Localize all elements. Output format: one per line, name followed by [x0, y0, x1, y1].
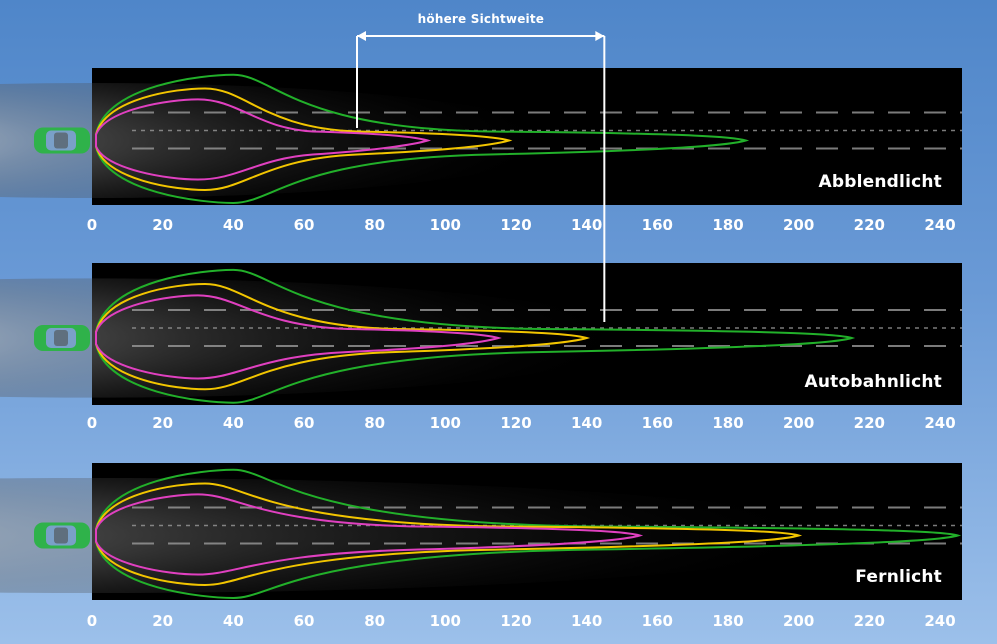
axis-tick-label: 20: [152, 612, 174, 630]
axis-tick-label: 0: [86, 612, 98, 630]
axis-tick-label: 160: [641, 414, 673, 432]
axis-tick-label: 240: [924, 216, 956, 234]
axis-tick-label: 140: [571, 414, 603, 432]
axis-tick-label: 80: [364, 612, 386, 630]
axis-tick-label: 220: [853, 216, 885, 234]
axis-tick-label: 40: [222, 216, 244, 234]
axis-tick-label: 220: [853, 612, 885, 630]
axis-tick-label: 100: [429, 216, 461, 234]
panel-label: Fernlicht: [855, 567, 942, 587]
axis-tick-label: 40: [222, 612, 244, 630]
axis-tick-label: 40: [222, 414, 244, 432]
contour-green: [95, 468, 962, 599]
beam-panel: [0, 263, 962, 405]
car-icon: [34, 522, 90, 549]
axis-tick-label: 160: [641, 216, 673, 234]
axis-tick-label: 160: [641, 612, 673, 630]
axis-tick-label: 60: [293, 414, 315, 432]
panel-label: Autobahnlicht: [804, 372, 942, 392]
axis-tick-label: 60: [293, 216, 315, 234]
axis-tick-label: 0: [86, 414, 98, 432]
contour-yellow: [95, 482, 803, 586]
axis-tick-label: 240: [924, 612, 956, 630]
contour-green: [95, 268, 856, 404]
range-bracket: [356, 31, 606, 322]
arrowhead-left: [357, 31, 366, 41]
beam-panel: [0, 463, 962, 600]
light-glow: [0, 278, 647, 398]
contour-yellow: [95, 283, 591, 391]
axis-tick-label: 120: [500, 216, 532, 234]
axis-tick-label: 180: [712, 612, 744, 630]
axis-tick-label: 100: [429, 612, 461, 630]
contour-yellow: [95, 87, 513, 191]
axis-tick-label: 220: [853, 414, 885, 432]
contour-magenta: [95, 294, 502, 380]
panel-label: Abblendlicht: [818, 172, 942, 192]
axis-tick-label: 20: [152, 216, 174, 234]
contour-magenta: [95, 493, 644, 576]
arrowhead-right: [595, 31, 605, 41]
axis-tick-label: 200: [783, 216, 815, 234]
axis-tick-label: 180: [712, 414, 744, 432]
axis-tick-label: 200: [783, 414, 815, 432]
axis-tick-label: 180: [712, 216, 744, 234]
axis-tick-label: 140: [571, 612, 603, 630]
axis-tick-label: 200: [783, 612, 815, 630]
axis-tick-label: 100: [429, 414, 461, 432]
axis-tick-label: 140: [571, 216, 603, 234]
car-icon: [34, 127, 90, 154]
axis-tick-label: 0: [86, 216, 98, 234]
car-icon: [34, 325, 90, 351]
range-label: höhere Sichtweite: [417, 12, 545, 26]
axis-tick-label: 120: [500, 414, 532, 432]
contour-magenta: [95, 98, 432, 181]
axis-tick-label: 60: [293, 612, 315, 630]
contour-green: [95, 73, 750, 204]
axis-tick-label: 20: [152, 414, 174, 432]
axis-tick-label: 240: [924, 414, 956, 432]
beam-panel: [0, 68, 962, 205]
axis-tick-label: 120: [500, 612, 532, 630]
axis-tick-label: 80: [364, 216, 386, 234]
axis-tick-label: 80: [364, 414, 386, 432]
